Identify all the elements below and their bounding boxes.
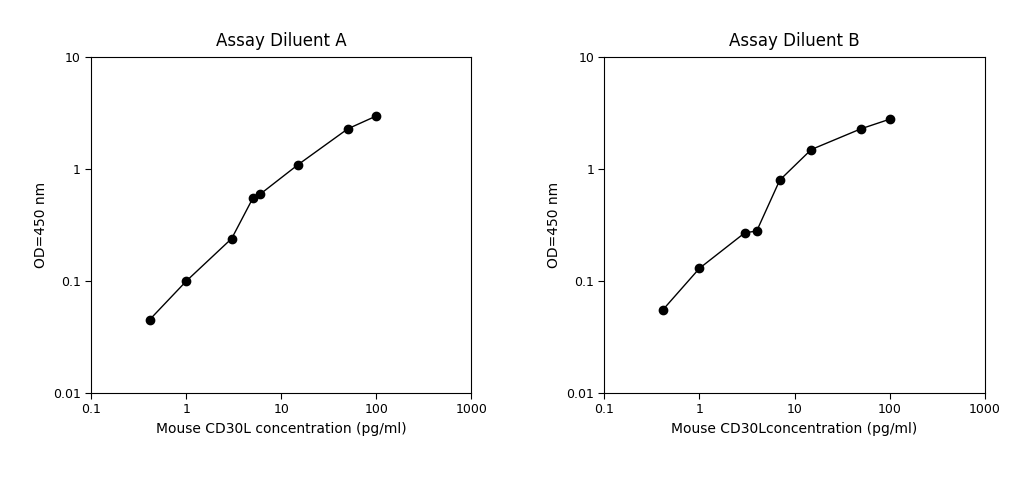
- Title: Assay Diluent B: Assay Diluent B: [729, 33, 860, 50]
- X-axis label: Mouse CD30L concentration (pg/ml): Mouse CD30L concentration (pg/ml): [156, 422, 407, 436]
- Y-axis label: OD=450 nm: OD=450 nm: [547, 182, 560, 268]
- Y-axis label: OD=450 nm: OD=450 nm: [33, 182, 48, 268]
- Title: Assay Diluent A: Assay Diluent A: [216, 33, 347, 50]
- X-axis label: Mouse CD30Lconcentration (pg/ml): Mouse CD30Lconcentration (pg/ml): [671, 422, 918, 436]
